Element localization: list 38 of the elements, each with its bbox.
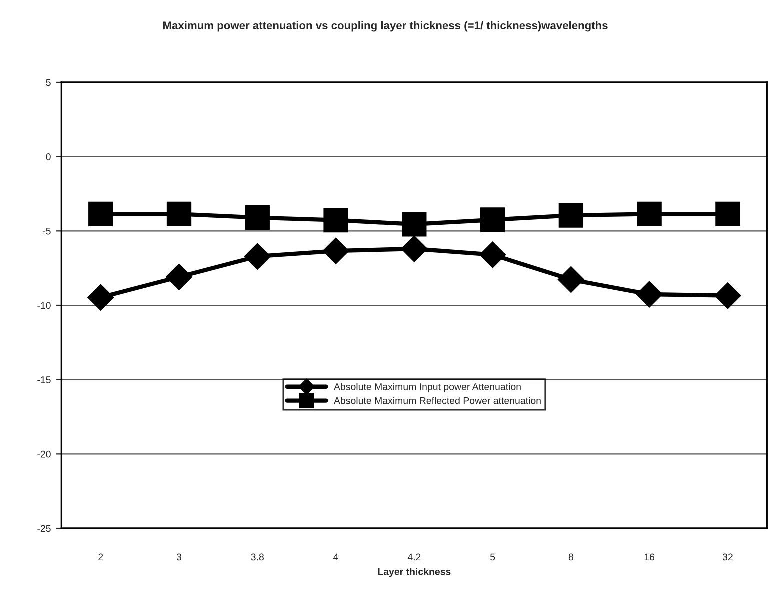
x-tick-label: 8 bbox=[568, 554, 574, 561]
y-tick-label: -10 bbox=[38, 302, 51, 310]
point bbox=[245, 205, 270, 230]
y-tick-label: -25 bbox=[38, 525, 51, 532]
point bbox=[402, 212, 427, 237]
x-tick-label: 16 bbox=[644, 554, 655, 561]
point bbox=[324, 208, 348, 233]
y-tick-label: 5 bbox=[46, 79, 51, 86]
point bbox=[322, 238, 350, 264]
point bbox=[636, 281, 663, 308]
y-tick-label: -20 bbox=[38, 450, 51, 458]
point bbox=[558, 266, 584, 294]
x-tick-label: 2 bbox=[98, 554, 104, 561]
x-tick-label: 5 bbox=[490, 554, 496, 561]
legend-label: Absolute Maximum Input power Attenuation bbox=[334, 383, 521, 392]
legend-label: Absolute Maximum Reflected Power attenuation bbox=[334, 397, 541, 404]
point bbox=[88, 202, 114, 227]
x-tick-label: 4.2 bbox=[408, 554, 421, 561]
point bbox=[166, 264, 193, 290]
point bbox=[558, 203, 584, 228]
point bbox=[401, 236, 428, 262]
x-tick-label: 3.8 bbox=[251, 554, 264, 561]
point bbox=[166, 202, 192, 227]
point bbox=[714, 282, 742, 310]
x-tick-label: 4 bbox=[334, 554, 338, 561]
y-tick-label: 0 bbox=[46, 154, 51, 160]
point bbox=[244, 243, 271, 270]
chart-title: Maximum power attenuation vs coupling layer thickness (=1/ thickness)wavelengths bbox=[164, 21, 608, 32]
x-tick-label: 32 bbox=[722, 554, 733, 561]
x-tick-label: 3 bbox=[176, 554, 182, 561]
y-tick-label: -15 bbox=[38, 376, 51, 384]
point bbox=[716, 202, 740, 227]
y-tick-label: -5 bbox=[43, 228, 51, 235]
point bbox=[480, 242, 506, 268]
point bbox=[480, 208, 506, 232]
point bbox=[637, 202, 662, 227]
x-axis-title: Layer thickness bbox=[378, 568, 451, 578]
point bbox=[88, 284, 114, 311]
